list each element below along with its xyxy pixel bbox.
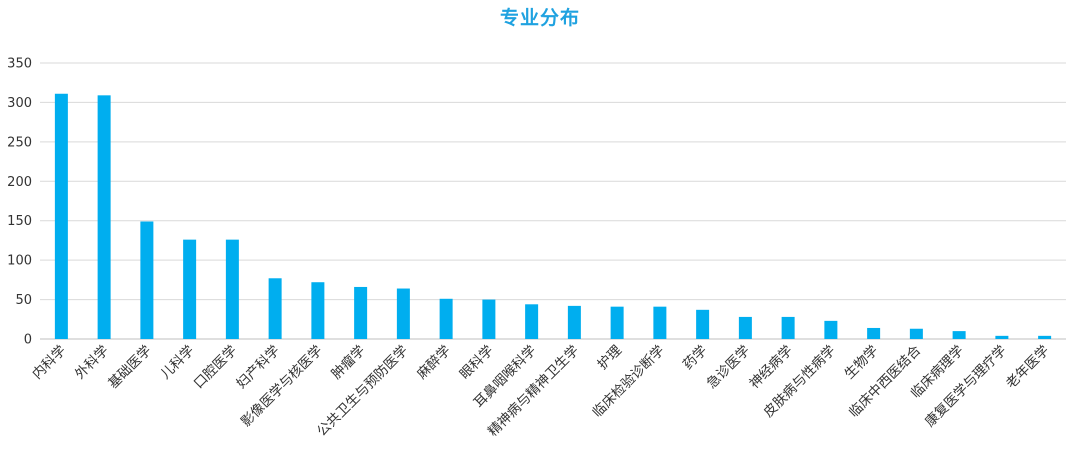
y-tick-label: 150 <box>7 214 32 229</box>
x-tick-label: 麻醉学 <box>414 343 454 383</box>
bar <box>1038 335 1052 339</box>
x-tick-label: 儿科学 <box>158 343 198 383</box>
bar <box>781 316 795 339</box>
x-tick-label: 内科学 <box>29 343 69 383</box>
bar <box>567 305 581 339</box>
bar <box>140 221 154 339</box>
bar <box>97 95 111 340</box>
x-tick-label: 药学 <box>680 343 710 373</box>
bar <box>225 239 239 339</box>
bar <box>525 304 539 339</box>
bar <box>610 306 624 339</box>
y-tick-label: 200 <box>7 175 32 190</box>
x-tick-label: 口腔医学 <box>191 343 240 392</box>
bar <box>311 282 325 339</box>
x-tick-label: 老年医学 <box>1003 343 1052 392</box>
x-tick-label: 眼科学 <box>457 343 497 383</box>
x-tick-label: 外科学 <box>72 343 112 383</box>
bar <box>54 93 68 339</box>
x-tick-label: 影像医学与核医学 <box>238 343 326 431</box>
bar <box>183 239 197 339</box>
bar <box>482 299 496 339</box>
bar <box>995 335 1009 339</box>
x-tick-label: 肿瘤学 <box>328 342 369 383</box>
x-tick-label: 生物学 <box>842 343 882 383</box>
y-tick-label: 350 <box>7 57 32 72</box>
bar <box>909 328 923 339</box>
bar <box>354 286 368 339</box>
y-tick-label: 0 <box>24 333 32 348</box>
bar <box>867 327 881 339</box>
y-tick-label: 100 <box>7 254 32 269</box>
y-tick-label: 250 <box>7 135 32 150</box>
bar <box>952 331 966 339</box>
bar <box>268 278 282 339</box>
bar <box>738 316 752 339</box>
bar <box>824 320 838 339</box>
bar <box>653 306 667 339</box>
y-tick-label: 300 <box>7 96 32 111</box>
bar <box>439 298 453 339</box>
bar <box>396 288 410 339</box>
y-tick-label: 50 <box>15 293 32 308</box>
bar <box>696 309 710 339</box>
x-tick-label: 急诊医学 <box>704 343 753 392</box>
x-tick-label: 护理 <box>595 342 626 373</box>
chart-title: 专业分布 <box>499 7 580 29</box>
x-tick-label: 基础医学 <box>104 342 154 392</box>
